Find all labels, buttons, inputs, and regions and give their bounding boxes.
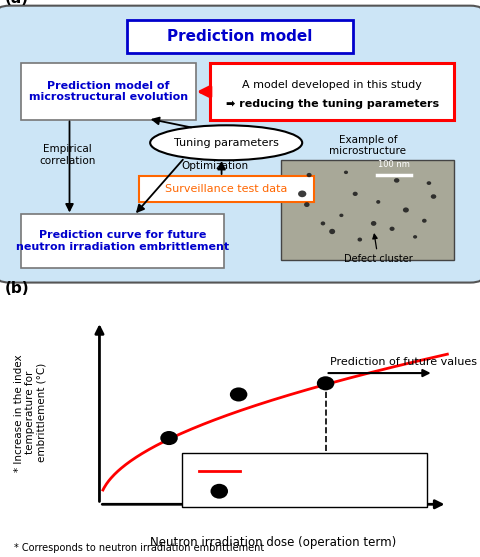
- Ellipse shape: [413, 235, 417, 238]
- Text: * Increase in the index
temperature for
embrittlement (°C): * Increase in the index temperature for …: [14, 354, 47, 472]
- Text: A model developed in this study: A model developed in this study: [242, 80, 422, 90]
- Ellipse shape: [339, 213, 344, 217]
- Ellipse shape: [431, 194, 436, 199]
- Ellipse shape: [211, 484, 228, 499]
- Text: Prediction curve: Prediction curve: [249, 466, 339, 476]
- Ellipse shape: [403, 207, 409, 213]
- FancyBboxPatch shape: [0, 6, 480, 282]
- Ellipse shape: [371, 221, 376, 226]
- Ellipse shape: [317, 377, 335, 390]
- Ellipse shape: [376, 200, 380, 204]
- Text: Neutron irradiation dose (operation term): Neutron irradiation dose (operation term…: [150, 536, 396, 549]
- FancyBboxPatch shape: [21, 63, 196, 120]
- FancyBboxPatch shape: [281, 160, 454, 260]
- Ellipse shape: [427, 181, 431, 185]
- Text: 100 nm: 100 nm: [378, 160, 410, 169]
- Text: Tuning parameters: Tuning parameters: [174, 138, 278, 148]
- Text: Prediction of future values: Prediction of future values: [330, 356, 477, 367]
- Ellipse shape: [230, 388, 247, 402]
- Ellipse shape: [304, 202, 310, 207]
- Ellipse shape: [298, 190, 306, 197]
- Text: Empirical
correlation: Empirical correlation: [39, 144, 96, 165]
- Text: * Corresponds to neutron irradiation embrittlement: * Corresponds to neutron irradiation emb…: [14, 543, 264, 553]
- FancyBboxPatch shape: [127, 21, 353, 53]
- Ellipse shape: [353, 192, 358, 196]
- Text: ➡ reducing the tuning parameters: ➡ reducing the tuning parameters: [226, 99, 439, 109]
- Text: Example of
microstructure: Example of microstructure: [329, 135, 407, 157]
- FancyBboxPatch shape: [182, 453, 427, 507]
- Ellipse shape: [150, 125, 302, 160]
- Text: Optimization: Optimization: [181, 160, 248, 170]
- Text: (b): (b): [5, 281, 30, 296]
- Ellipse shape: [422, 219, 427, 223]
- Text: Surveillance test data: Surveillance test data: [249, 486, 372, 496]
- Text: Prediction curve for future
neutron irradiation embrittlement: Prediction curve for future neutron irra…: [16, 230, 229, 252]
- Text: (a): (a): [5, 0, 29, 6]
- Ellipse shape: [307, 173, 312, 177]
- Ellipse shape: [329, 229, 335, 234]
- Ellipse shape: [344, 170, 348, 174]
- Ellipse shape: [394, 178, 399, 183]
- Ellipse shape: [160, 431, 178, 445]
- Ellipse shape: [321, 221, 325, 226]
- Text: Prediction model: Prediction model: [168, 28, 312, 43]
- Ellipse shape: [390, 227, 395, 231]
- Text: Defect cluster: Defect cluster: [344, 234, 413, 265]
- FancyBboxPatch shape: [139, 177, 314, 202]
- Text: Prediction model of
microstructural evolution: Prediction model of microstructural evol…: [29, 81, 188, 102]
- FancyBboxPatch shape: [210, 63, 454, 120]
- FancyBboxPatch shape: [21, 214, 224, 268]
- Ellipse shape: [358, 237, 362, 242]
- Text: Surveillance test data: Surveillance test data: [165, 184, 288, 194]
